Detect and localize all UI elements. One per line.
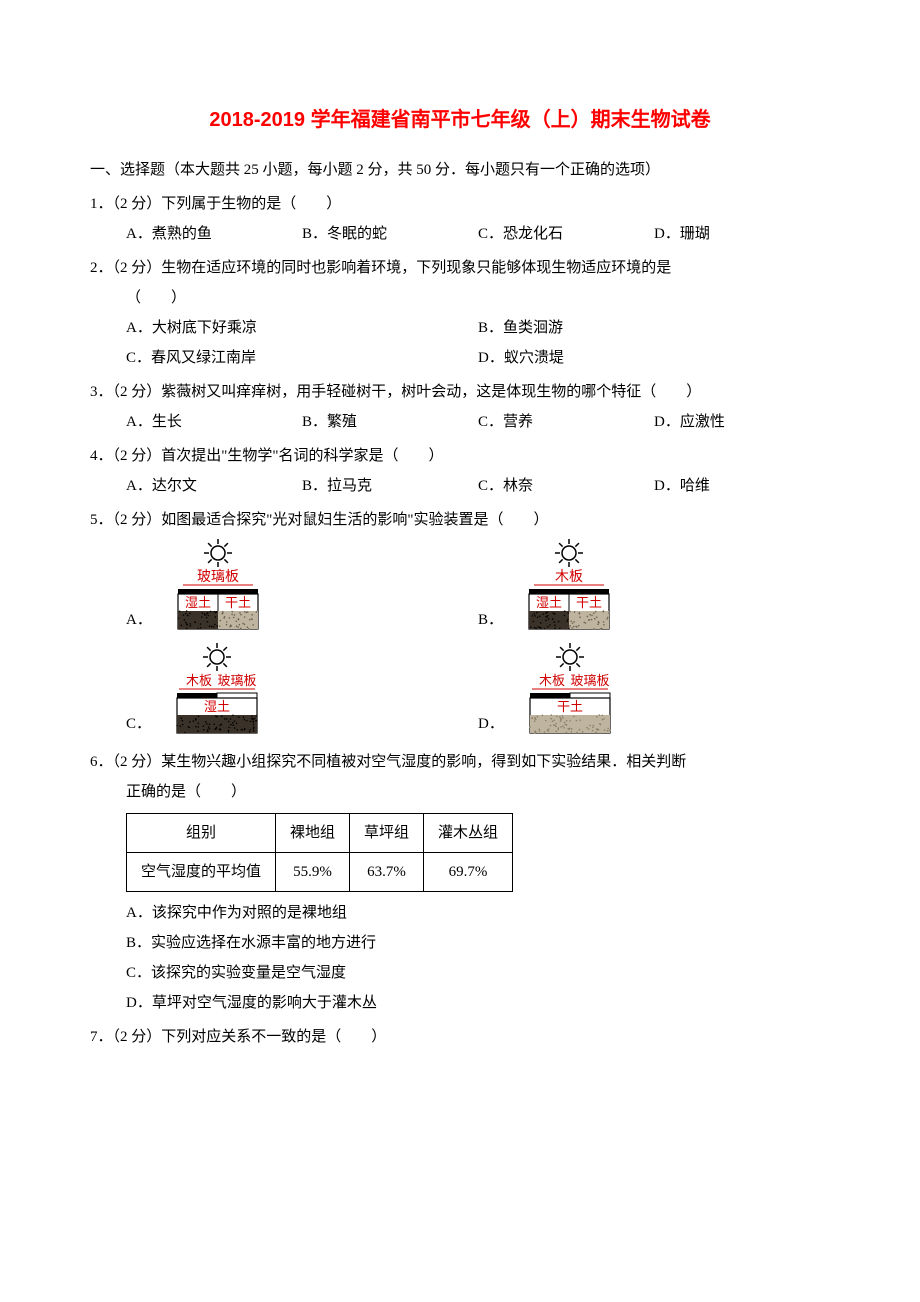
q6-h1: 裸地组 <box>276 814 350 853</box>
page-title: 2018-2019 学年福建省南平市七年级（上）期末生物试卷 <box>90 100 830 140</box>
q4-opt-c: C．林奈 <box>478 471 654 501</box>
question-2: 2．（2 分）生物在适应环境的同时也影响着环境，下列现象只能够体现生物适应环境的… <box>90 253 830 373</box>
question-3: 3．（2 分）紫薇树又叫痒痒树，用手轻碰树干，树叶会动，这是体现生物的哪个特征（… <box>90 377 830 437</box>
q7-stem: 7．（2 分）下列对应关系不一致的是（ ） <box>90 1022 830 1052</box>
q6-h2: 草坪组 <box>350 814 424 853</box>
q5-stem: 5．（2 分）如图最适合探究"光对鼠妇生活的影响"实验装置是（ ） <box>90 505 830 535</box>
q2-opt-b: B．鱼类洄游 <box>478 313 830 343</box>
q1-opt-c: C．恐龙化石 <box>478 219 654 249</box>
q3-opt-c: C．营养 <box>478 407 654 437</box>
svg-text:木板: 木板 <box>539 673 565 688</box>
q3-opt-a: A．生长 <box>126 407 302 437</box>
q4-opt-d: D．哈维 <box>654 471 830 501</box>
q3-stem: 3．（2 分）紫薇树又叫痒痒树，用手轻碰树干，树叶会动，这是体现生物的哪个特征（… <box>90 377 830 407</box>
question-1: 1．（2 分）下列属于生物的是（ ） A．煮熟的鱼 B．冬眠的蛇 C．恐龙化石 … <box>90 189 830 249</box>
q2-opt-d: D．蚁穴溃堤 <box>478 343 830 373</box>
q6-r2: 63.7% <box>350 853 424 892</box>
q5-cell-d: D． 木板玻璃板干土 <box>478 643 830 743</box>
q5-cell-c: C． 木板玻璃板湿土 <box>126 643 478 743</box>
q5-label-c: C． <box>126 709 151 743</box>
svg-text:湿土: 湿土 <box>204 699 230 714</box>
svg-text:玻璃板: 玻璃板 <box>197 568 239 585</box>
q3-opt-b: B．繁殖 <box>302 407 478 437</box>
q6-opt-a: A．该探究中作为对照的是裸地组 <box>126 898 830 928</box>
svg-text:玻璃板: 玻璃板 <box>218 673 257 688</box>
svg-text:木板: 木板 <box>186 673 212 688</box>
svg-text:木板: 木板 <box>555 569 583 585</box>
q6-stem2: 正确的是（ ） <box>126 777 830 807</box>
section-header: 一、选择题（本大题共 25 小题，每小题 2 分，共 50 分．每小题只有一个正… <box>90 155 830 185</box>
q4-options: A．达尔文 B．拉马克 C．林奈 D．哈维 <box>126 471 830 501</box>
q6-h3: 灌木丛组 <box>424 814 513 853</box>
q6-opt-b: B．实验应选择在水源丰富的地方进行 <box>126 928 830 958</box>
svg-text:玻璃板: 玻璃板 <box>570 673 609 688</box>
q5-label-a: A． <box>126 605 152 639</box>
q2-options-2: C．春风又绿江南岸 D．蚁穴溃堤 <box>126 343 830 373</box>
q2-opt-c: C．春风又绿江南岸 <box>126 343 478 373</box>
q3-opt-d: D．应激性 <box>654 407 830 437</box>
q1-opt-a: A．煮熟的鱼 <box>126 219 302 249</box>
q6-r3: 69.7% <box>424 853 513 892</box>
q6-r1: 55.9% <box>276 853 350 892</box>
q3-options: A．生长 B．繁殖 C．营养 D．应激性 <box>126 407 830 437</box>
q1-opt-d: D．珊瑚 <box>654 219 830 249</box>
q5-label-d: D． <box>478 709 504 743</box>
q5-row-cd: C． 木板玻璃板湿土 D． 木板玻璃板干土 <box>126 643 830 743</box>
q5-cell-b: B． 木板湿土干土 <box>478 539 830 639</box>
q4-opt-a: A．达尔文 <box>126 471 302 501</box>
q5-diagram-c: 木板玻璃板湿土 <box>157 643 277 743</box>
q6-opt-d: D．草坪对空气湿度的影响大于灌木丛 <box>126 988 830 1018</box>
q5-diagram-b: 木板湿土干土 <box>509 539 629 639</box>
question-5: 5．（2 分）如图最适合探究"光对鼠妇生活的影响"实验装置是（ ） A． 玻璃板… <box>90 505 830 743</box>
q6-stem1: 6．（2 分）某生物兴趣小组探究不同植被对空气湿度的影响，得到如下实验结果．相关… <box>90 747 830 777</box>
q6-r0: 空气湿度的平均值 <box>127 853 276 892</box>
q6-opt-c: C．该探究的实验变量是空气湿度 <box>126 958 830 988</box>
q1-opt-b: B．冬眠的蛇 <box>302 219 478 249</box>
q4-opt-b: B．拉马克 <box>302 471 478 501</box>
svg-text:干土: 干土 <box>557 699 583 714</box>
q1-stem: 1．（2 分）下列属于生物的是（ ） <box>90 189 830 219</box>
table-row: 组别 裸地组 草坪组 灌木丛组 <box>127 814 513 853</box>
q6-table: 组别 裸地组 草坪组 灌木丛组 空气湿度的平均值 55.9% 63.7% 69.… <box>126 813 513 892</box>
svg-text:干土: 干土 <box>576 595 602 610</box>
q1-options: A．煮熟的鱼 B．冬眠的蛇 C．恐龙化石 D．珊瑚 <box>126 219 830 249</box>
q5-diagram-a: 玻璃板湿土干土 <box>158 539 278 639</box>
q2-stem1: 2．（2 分）生物在适应环境的同时也影响着环境，下列现象只能够体现生物适应环境的… <box>90 253 830 283</box>
table-row: 空气湿度的平均值 55.9% 63.7% 69.7% <box>127 853 513 892</box>
q2-options-1: A．大树底下好乘凉 B．鱼类洄游 <box>126 313 830 343</box>
question-4: 4．（2 分）首次提出"生物学"名词的科学家是（ ） A．达尔文 B．拉马克 C… <box>90 441 830 501</box>
q5-label-b: B． <box>478 605 503 639</box>
svg-text:湿土: 湿土 <box>536 595 562 610</box>
q5-cell-a: A． 玻璃板湿土干土 <box>126 539 478 639</box>
q5-diagram-d: 木板玻璃板干土 <box>510 643 630 743</box>
q6-h0: 组别 <box>127 814 276 853</box>
svg-text:干土: 干土 <box>225 595 251 610</box>
question-6: 6．（2 分）某生物兴趣小组探究不同植被对空气湿度的影响，得到如下实验结果．相关… <box>90 747 830 1018</box>
question-7: 7．（2 分）下列对应关系不一致的是（ ） <box>90 1022 830 1052</box>
q4-stem: 4．（2 分）首次提出"生物学"名词的科学家是（ ） <box>90 441 830 471</box>
svg-text:湿土: 湿土 <box>185 595 211 610</box>
q2-opt-a: A．大树底下好乘凉 <box>126 313 478 343</box>
q2-stem2: （ ） <box>126 283 830 313</box>
q5-row-ab: A． 玻璃板湿土干土 B． 木板湿土干土 <box>126 539 830 639</box>
